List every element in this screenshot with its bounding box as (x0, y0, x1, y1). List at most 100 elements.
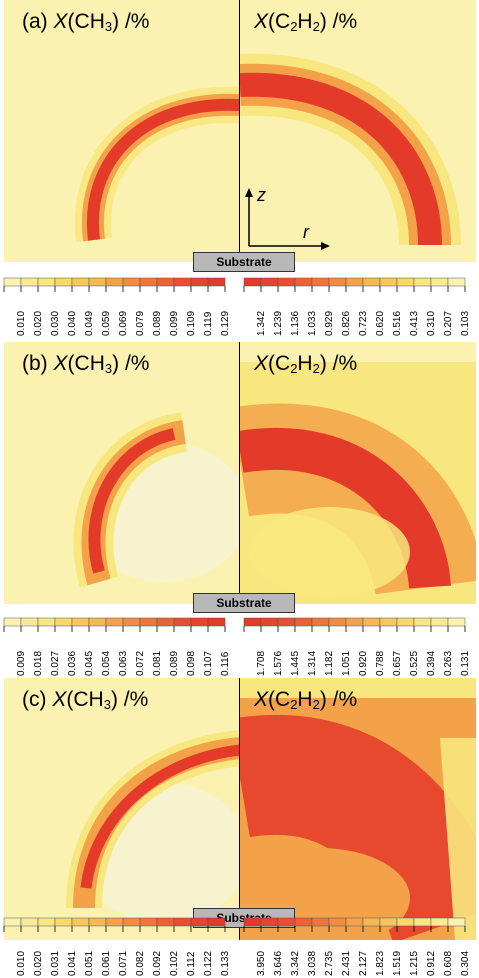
ch3-scale-value: 0.129 (220, 310, 231, 336)
c2h2-scale-value: 0.131 (460, 650, 471, 676)
colorbar-swatch-ch3 (54, 917, 73, 927)
ch3-scale-value: 0.092 (152, 950, 163, 976)
colorbar-swatch-ch3 (190, 277, 209, 287)
colorbar-swatch-c2h2 (345, 277, 364, 287)
ch3-scale-value: 0.089 (169, 650, 180, 676)
colorbar-swatch-ch3 (71, 617, 90, 627)
colorbar-tick-label: 0.049 (84, 294, 96, 338)
ch3-map-c (4, 678, 240, 940)
c2h2-scale-value: 0.608 (443, 950, 454, 976)
center-divider-c (239, 678, 240, 940)
colorbar-swatch-ch3 (122, 917, 141, 927)
colorbar-swatch-c2h2 (328, 277, 347, 287)
c2h2-scale-value: 2.735 (324, 950, 335, 976)
colorbar-tick-label: 0.263 (443, 634, 455, 678)
colorbar-tick-label: 0.089 (152, 294, 164, 338)
c2h2-scale-value: 0.525 (409, 650, 420, 676)
colorbar-tick-label: 1.576 (273, 634, 285, 678)
colorbar-tick-label: 0.103 (460, 294, 472, 338)
c2h2-scale-value: 0.413 (409, 310, 420, 336)
colorbar-swatch-ch3 (3, 617, 22, 627)
colorbar-swatch-c2h2 (413, 917, 432, 927)
colorbar-swatch-ch3 (88, 617, 107, 627)
colorbar-tick-label: 0.071 (118, 934, 130, 978)
colorbar-swatch-ch3 (71, 917, 90, 927)
colorbar-swatch-c2h2 (243, 617, 262, 627)
colorbar-tick-label: 0.054 (101, 634, 113, 678)
colorbar-swatch-c2h2 (413, 617, 432, 627)
c2h2-scale-value: 1.033 (307, 310, 318, 336)
colorbar-swatch-c2h2 (260, 617, 279, 627)
c2h2-scale-value: 0.103 (460, 310, 471, 336)
colorbar-tick-label: 1.314 (307, 634, 319, 678)
colorbar-swatch-ch3 (190, 917, 209, 927)
colorbar-tick-label: 0.018 (33, 634, 45, 678)
colorbar-tick-label: 0.394 (426, 634, 438, 678)
ch3-scale-value: 0.072 (135, 650, 146, 676)
ch3-scale-value: 0.020 (33, 950, 44, 976)
ch3-scale-value: 0.027 (50, 650, 61, 676)
colorbar-swatch-c2h2 (447, 277, 466, 287)
colorbar-tick-label: 0.009 (16, 634, 28, 678)
c2h2-scale-value: 3.038 (307, 950, 318, 976)
colorbar-tick-label: 0.122 (203, 934, 215, 978)
colorbar-tick-label: 0.131 (460, 634, 472, 678)
colorbar-tick-label: 2.431 (341, 934, 353, 978)
colorbar-tick-label: 0.826 (341, 294, 353, 338)
colorbar-tick-label: 0.010 (16, 294, 28, 338)
colorbar-swatch-c2h2 (430, 277, 449, 287)
substrate-label-b: Substrate (193, 593, 295, 613)
colorbar-swatch-ch3 (37, 617, 56, 627)
colorbar-tick-label: 0.027 (50, 634, 62, 678)
colorbar-swatch-ch3 (105, 277, 124, 287)
c2h2-scale-value: 1.342 (256, 310, 267, 336)
colorbar-swatch-c2h2 (277, 277, 296, 287)
colorbar-tick-label: 0.929 (324, 294, 336, 338)
ch3-scale-value: 0.049 (84, 310, 95, 336)
colorbar-tick-label: 2.127 (358, 934, 370, 978)
colorbar-tick-label: 0.040 (67, 294, 79, 338)
colorbar-swatch-ch3 (54, 277, 73, 287)
colorbar-tick-label: 1.051 (341, 634, 353, 678)
colorbar-tick-label: 0.657 (392, 634, 404, 678)
c2h2-scale-value: 0.788 (375, 650, 386, 676)
colorbar-c: 0.010 0.020 0.031 0.041 0.051 0.061 0.071 0.082… (0, 916, 472, 976)
colorbar-tick-label: 0.081 (152, 634, 164, 678)
substrate-label-a: Substrate (193, 252, 295, 272)
c2h2-scale-value: 1.136 (290, 310, 301, 336)
colorbar-swatch-ch3 (207, 277, 226, 287)
colorbar-tick-label: 0.061 (101, 934, 113, 978)
z-axis-label: z (257, 185, 266, 205)
colorbar-swatch-c2h2 (311, 277, 330, 287)
colorbar-tick-label: 1.823 (375, 934, 387, 978)
c2h2-scale-value: 1.051 (341, 650, 352, 676)
r-axis-label: r (303, 222, 309, 242)
colorbar-tick-label: 1.342 (256, 294, 268, 338)
ch3-scale-value: 0.112 (186, 951, 197, 976)
colorbar-swatch-c2h2 (447, 617, 466, 627)
colorbar-swatch-c2h2 (362, 917, 381, 927)
colorbar-swatches-b (3, 617, 466, 632)
colorbar-swatch-c2h2 (362, 277, 381, 287)
colorbar-swatch-ch3 (105, 917, 124, 927)
colorbar-swatch-ch3 (207, 917, 226, 927)
colorbar-tick-label: 1.182 (324, 634, 336, 678)
colorbar-tick-label: 0.525 (409, 634, 421, 678)
colorbar-tick-label: 0.788 (375, 634, 387, 678)
colorbar-tick-label: 3.646 (273, 934, 285, 978)
colorbar-swatch-c2h2 (430, 617, 449, 627)
plot-area-b: (b) X(CH3) /% X(C2H2) /% (4, 342, 476, 604)
colorbar-tick-label: 0.112 (186, 934, 198, 978)
colorbar-swatch-c2h2 (328, 917, 347, 927)
colorbar-tick-label: 0.036 (67, 634, 79, 678)
c2h2-scale-value: 2.127 (358, 950, 369, 976)
colorbar-swatch-c2h2 (311, 617, 330, 627)
ch3-scale-value: 0.020 (33, 310, 44, 336)
colorbar-tick-label: 0.099 (169, 294, 181, 338)
colorbar-swatch-c2h2 (277, 617, 296, 627)
colorbar-tick-label: 0.413 (409, 294, 421, 338)
ch3-scale-value: 0.041 (67, 950, 78, 976)
colorbar-tick-label: 1.215 (409, 934, 421, 978)
colorbar-swatch-ch3 (54, 617, 73, 627)
z-arrow-icon (245, 188, 253, 197)
